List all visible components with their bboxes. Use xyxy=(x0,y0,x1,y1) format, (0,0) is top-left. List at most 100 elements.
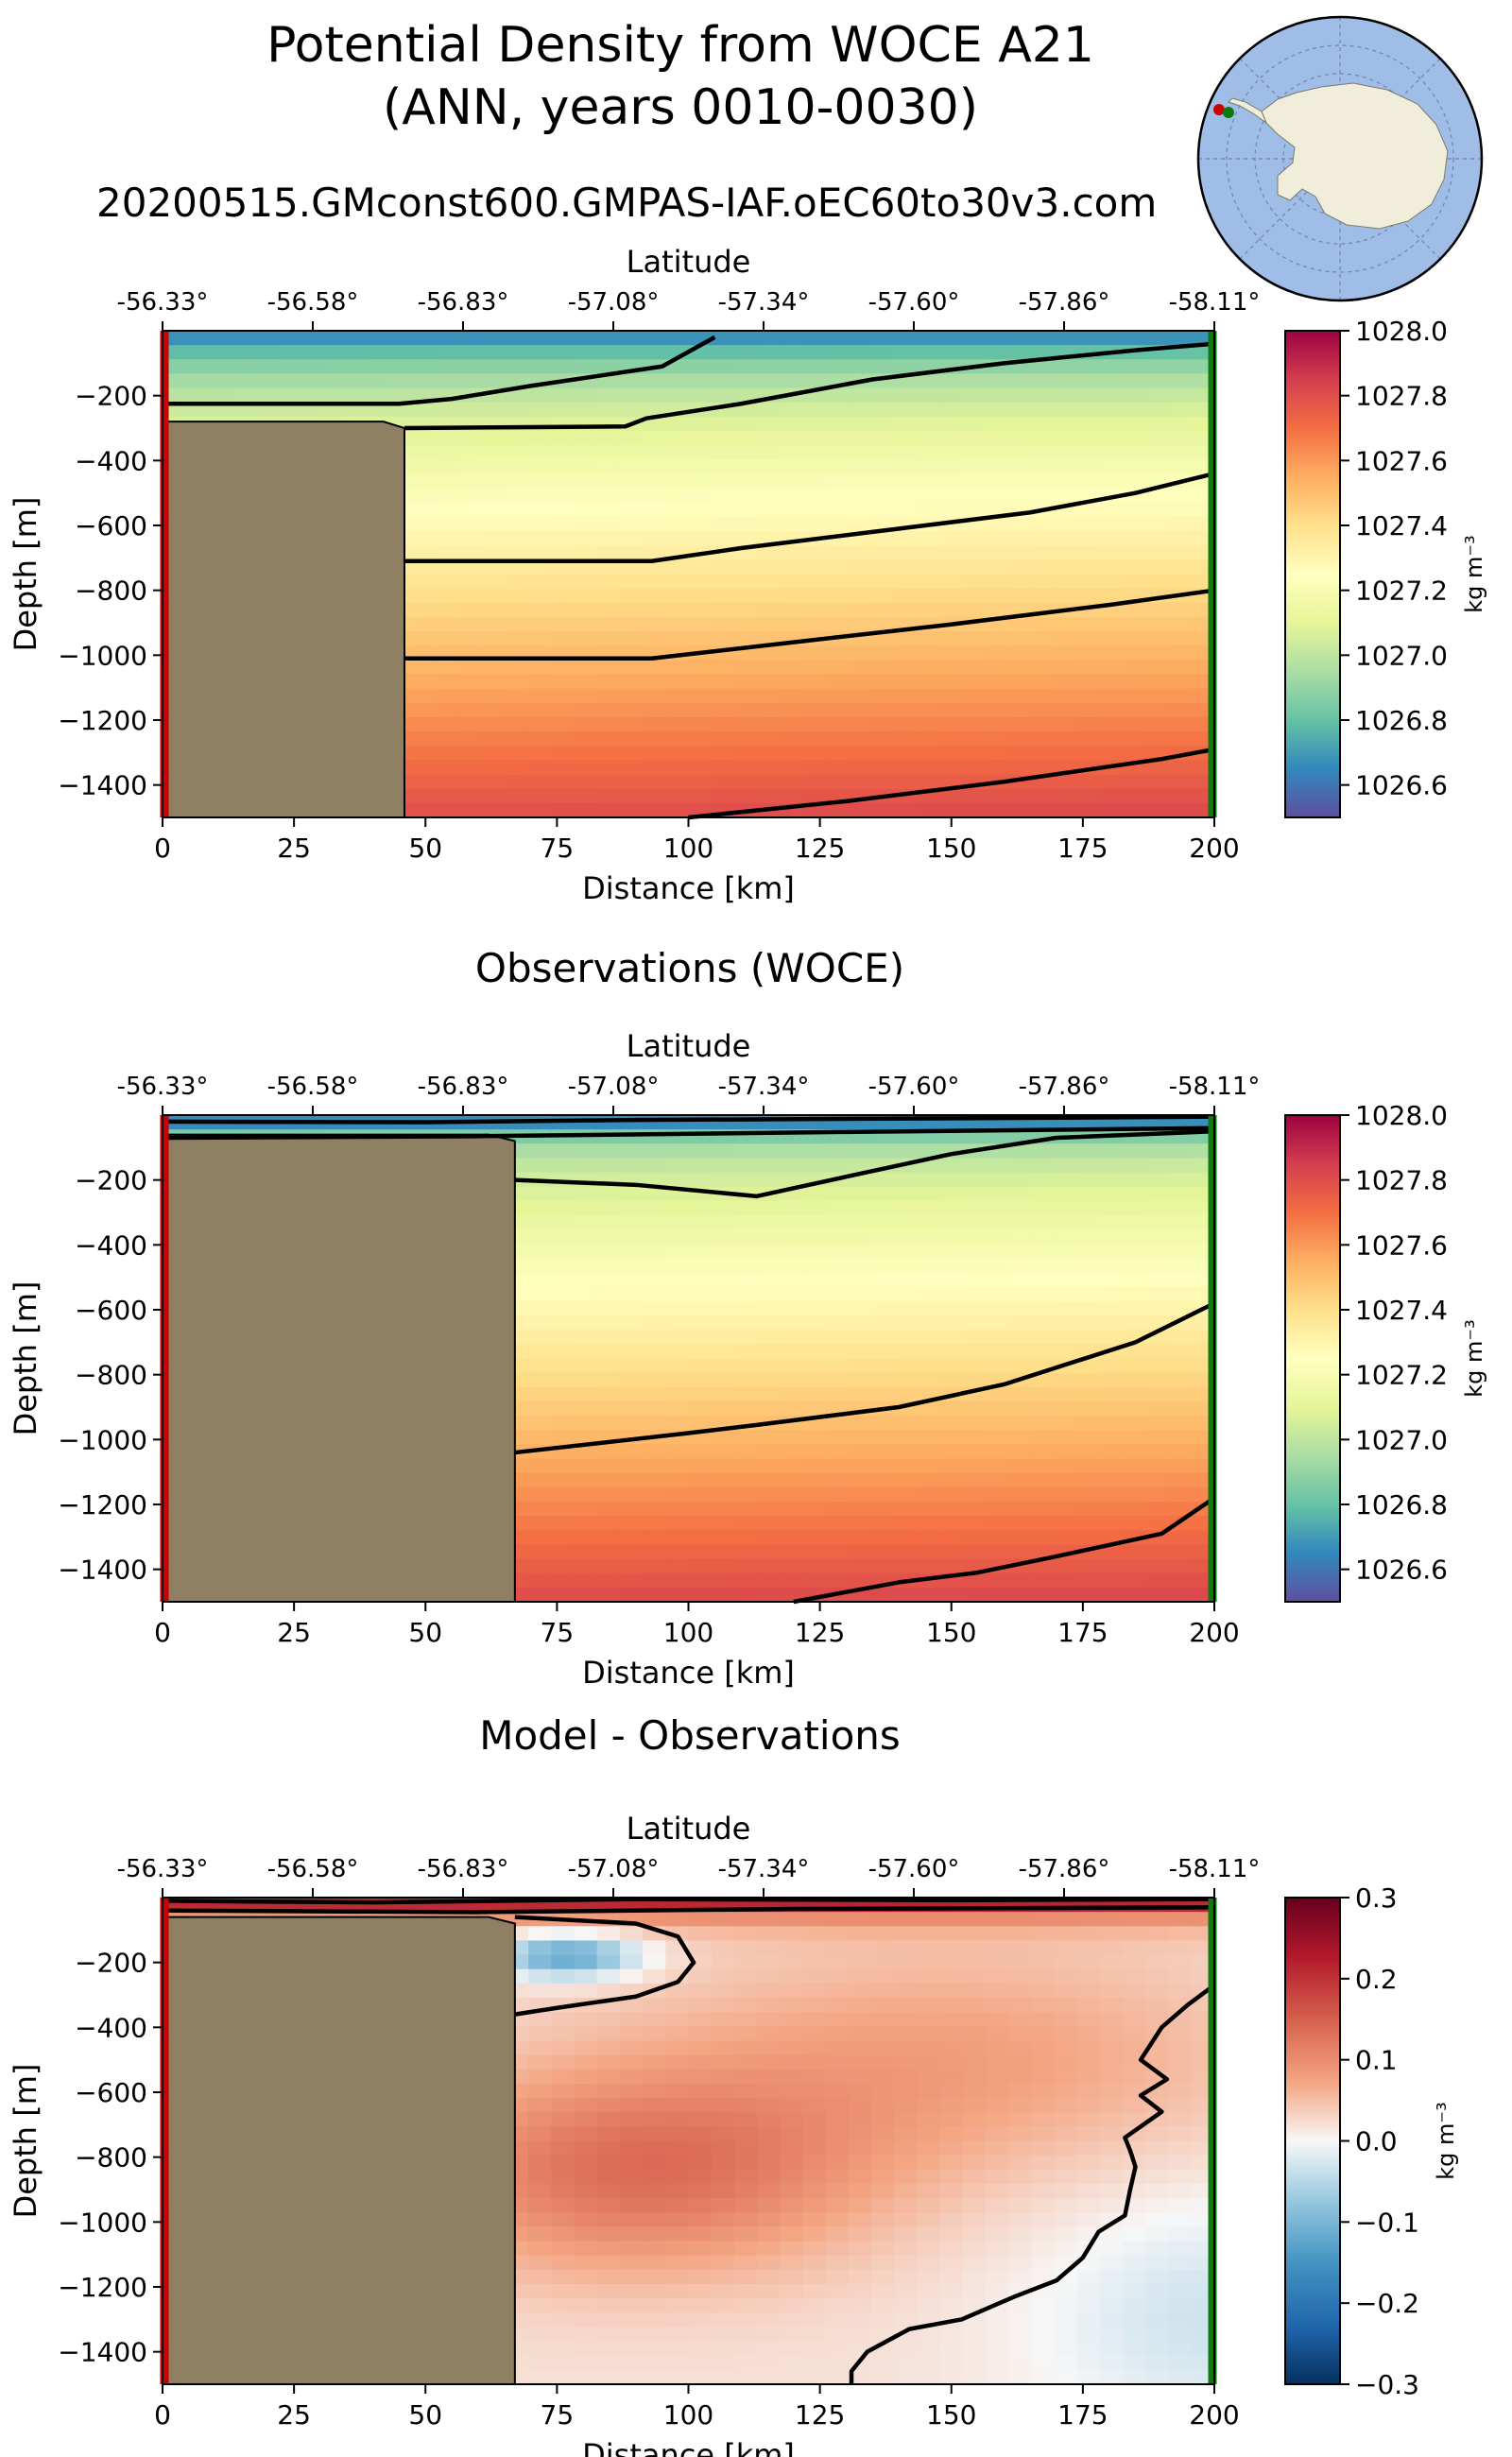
heatmap-cell xyxy=(848,688,872,704)
heatmap-cell xyxy=(894,1386,919,1402)
x-tick-label: 200 xyxy=(1189,2399,1239,2431)
heatmap-cell xyxy=(757,545,781,560)
heatmap-cell xyxy=(1168,716,1193,732)
heatmap-cell xyxy=(986,373,1009,389)
heatmap-cell xyxy=(414,345,438,360)
heatmap-cell xyxy=(802,488,827,504)
heatmap-cell xyxy=(437,545,461,560)
heatmap-cell xyxy=(871,387,895,404)
heatmap-cell xyxy=(1076,1530,1101,1546)
heatmap-cell xyxy=(1008,1386,1033,1402)
heatmap-cell xyxy=(1008,2140,1033,2156)
heatmap-cell xyxy=(1145,2283,1170,2299)
heatmap-cell xyxy=(1168,2369,1193,2385)
colorbar: 1028.01027.81027.61027.41027.21027.01026… xyxy=(1284,316,1487,818)
heatmap-cell xyxy=(802,331,827,346)
heatmap-cell xyxy=(643,2026,666,2042)
heatmap-cell xyxy=(688,774,713,790)
heatmap-cell xyxy=(1123,2327,1147,2343)
heatmap-cell xyxy=(962,402,987,418)
heatmap-cell xyxy=(802,1158,827,1174)
heatmap-cell xyxy=(733,788,758,804)
heatmap-cell xyxy=(551,1968,576,1984)
heatmap-cell xyxy=(848,674,872,690)
heatmap-cell xyxy=(1008,531,1033,546)
heatmap-cell xyxy=(1031,1516,1056,1531)
heatmap-cell xyxy=(1008,1143,1033,1160)
heatmap-cell xyxy=(1076,588,1101,604)
heatmap-cell xyxy=(574,459,598,475)
heatmap-cell xyxy=(1123,459,1147,475)
heatmap-cell xyxy=(939,1244,964,1260)
heatmap-cell xyxy=(1100,2183,1124,2199)
heatmap-cell xyxy=(1145,802,1170,818)
heatmap-cell xyxy=(505,459,529,475)
heatmap-cell xyxy=(802,2183,827,2199)
heatmap-cell xyxy=(619,602,644,618)
heatmap-cell xyxy=(528,1315,552,1331)
heatmap-cell xyxy=(1123,1300,1147,1316)
heatmap-cell xyxy=(1145,2155,1170,2171)
heatmap-cell xyxy=(757,488,781,504)
heatmap-cell xyxy=(848,2241,872,2257)
heatmap-cell xyxy=(939,2355,964,2371)
heatmap-cell xyxy=(1031,531,1056,546)
heatmap-cell xyxy=(414,616,438,632)
heatmap-cell xyxy=(848,1358,872,1374)
heatmap-cell xyxy=(437,688,461,704)
heatmap-cell xyxy=(1076,1300,1101,1316)
heatmap-cell xyxy=(1031,1912,1056,1927)
heatmap-cell xyxy=(733,1258,758,1274)
heatmap-cell xyxy=(733,473,758,490)
heatmap-cell xyxy=(1008,2341,1033,2357)
heatmap-cell xyxy=(733,516,758,532)
contour-line xyxy=(514,1128,1215,1199)
heatmap-cell xyxy=(711,1472,735,1488)
heatmap-cell xyxy=(596,1472,621,1488)
heatmap-cell xyxy=(1031,373,1056,389)
heatmap-cell xyxy=(551,746,576,762)
heatmap-cell xyxy=(231,373,255,389)
heatmap-cell xyxy=(459,716,484,732)
heatmap-cell xyxy=(551,1372,576,1388)
heatmap-cell xyxy=(482,702,507,718)
heatmap-cell xyxy=(1100,516,1124,532)
heatmap-cell xyxy=(643,1258,666,1274)
heatmap-cell xyxy=(688,616,713,632)
heatmap-cell xyxy=(1123,1200,1147,1216)
heatmap-cell xyxy=(1100,1587,1124,1603)
heatmap-cell xyxy=(871,1516,895,1531)
heatmap-cell xyxy=(780,1444,804,1460)
heatmap-cell xyxy=(848,1258,872,1274)
heatmap-cell xyxy=(551,1572,576,1589)
heatmap-cell xyxy=(596,1458,621,1474)
heatmap-cell xyxy=(482,731,507,747)
lat-tick-label: -57.34° xyxy=(718,1855,810,1883)
heatmap-cell xyxy=(894,588,919,604)
heatmap-cell xyxy=(871,1300,895,1316)
heatmap-cell xyxy=(574,2269,598,2285)
heatmap-cell xyxy=(1076,545,1101,560)
x-tick-label: 25 xyxy=(277,1617,311,1648)
heatmap-cell xyxy=(345,387,369,404)
heatmap-cell xyxy=(619,1926,644,1942)
heatmap-cell xyxy=(917,631,941,646)
heatmap-cell xyxy=(643,1968,666,1984)
heatmap-cell xyxy=(574,516,598,532)
heatmap-cell xyxy=(1031,2312,1056,2328)
heatmap-cell xyxy=(871,731,895,747)
heatmap-cell xyxy=(733,774,758,790)
heatmap-cell xyxy=(1054,2012,1078,2027)
heatmap-cell xyxy=(848,1315,872,1331)
heatmap-cell xyxy=(1008,1416,1033,1431)
heatmap-cell xyxy=(1168,1912,1193,1927)
heatmap-cell xyxy=(1031,1954,1056,1970)
heatmap-cell xyxy=(939,1258,964,1274)
heatmap-cell xyxy=(1031,1300,1056,1316)
heatmap-cell xyxy=(733,2054,758,2070)
heatmap-cell xyxy=(802,359,827,375)
heatmap-cell xyxy=(962,331,987,346)
heatmap-cell xyxy=(1054,1344,1078,1360)
heatmap-cell xyxy=(619,2112,644,2127)
